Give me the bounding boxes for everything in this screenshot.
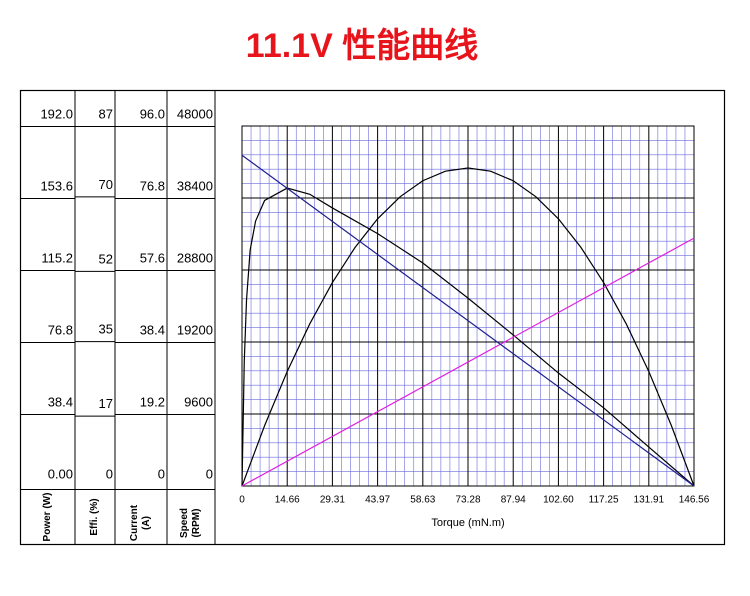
scale-name: Current (A) [129,504,152,542]
curve [241,237,695,487]
scale-label: 115.2 [41,250,73,265]
x-tick-label: 43.97 [365,495,390,506]
x-tick-label: 58.63 [410,495,435,506]
scale-label: 0.00 [48,466,73,481]
curve [241,167,695,487]
scale-label: 17 [99,396,113,411]
scale-label: 38400 [177,178,213,193]
x-tick-label: 29.31 [320,495,345,506]
x-axis-title: Torque (mN.m) [431,517,504,529]
plot-border [241,125,695,487]
scale-name: Effi. (%) [89,498,100,536]
scale-label: 57.6 [140,250,165,265]
scale-label: 76.8 [140,178,165,193]
x-tick-label: 146.56 [679,495,710,506]
frame [19,89,726,546]
scale-label: 28800 [177,250,213,265]
scale-name: Speed (RPM) [179,508,202,539]
x-tick-label: 131.91 [634,495,665,506]
x-tick-label: 14.66 [275,495,300,506]
scale-label: 38.4 [48,394,73,409]
scale-label: 9600 [184,394,213,409]
scale-label: 19.2 [140,394,165,409]
x-tick-label: 87.94 [501,495,526,506]
scale-label: 0 [206,466,213,481]
scale-label: 52 [99,251,113,266]
curve [241,187,695,487]
scale-label: 48000 [177,106,213,121]
scale-label: 153.6 [40,178,73,193]
scale-label: 87 [99,106,113,121]
x-tick-label: 102.60 [543,495,574,506]
scale-label: 0 [158,466,165,481]
scale-label: 192.0 [40,106,73,121]
chart-title: 11.1V 性能曲线 [246,27,478,65]
x-tick-label: 0 [239,495,245,506]
x-tick-label: 73.28 [455,495,480,506]
scale-label: 19200 [177,322,213,337]
curve [241,154,695,487]
scale-label: 76.8 [48,322,73,337]
scale-label: 70 [99,177,113,192]
x-tick-label: 117.25 [589,495,619,506]
scale-name: Power (W) [41,492,53,542]
scale-label: 96.0 [140,106,165,121]
scale-label: 0 [106,466,113,481]
scale-label: 35 [99,322,113,337]
scale-label: 38.4 [140,322,165,337]
